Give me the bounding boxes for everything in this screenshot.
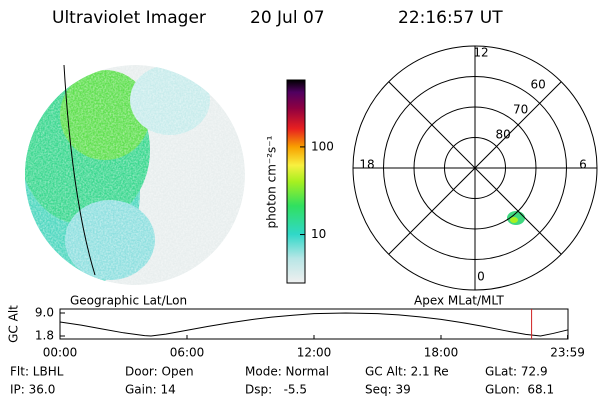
alt-ylabel: GC Alt [7, 305, 21, 343]
terminator [63, 64, 96, 276]
info-field: Flt: LBHL [10, 365, 64, 379]
time: 22:16:57 UT [398, 8, 503, 28]
info-field: Mode: Normal [245, 365, 329, 379]
lat-ring [383, 76, 567, 260]
x-tick-label: 06:00 [170, 346, 205, 360]
x-tick-label: 23:59 [550, 346, 585, 360]
title: Ultraviolet Imager [52, 8, 206, 28]
colorbar-tick-label: 10 [311, 227, 326, 241]
lat-ring [413, 106, 537, 230]
lat-label: 60 [530, 78, 545, 92]
polar-label: Apex MLat/MLT [414, 294, 504, 308]
x-tick-label: 12:00 [297, 346, 332, 360]
x-tick-label: 00:00 [43, 346, 78, 360]
info-field: Seq: 39 [365, 383, 411, 397]
info-field: IP: 36.0 [10, 383, 55, 397]
y-tick-label: 1.8 [35, 329, 54, 343]
uv-image [25, 65, 245, 285]
info-field: GLat: 72.9 [485, 365, 548, 379]
colorbar [287, 80, 305, 283]
info-field: Gain: 14 [125, 383, 176, 397]
aurora-core [510, 217, 518, 223]
y-tick-label: 9.0 [35, 306, 54, 320]
mlt-label: 0 [477, 270, 485, 284]
mlt-label: 12 [473, 46, 488, 60]
colorbar-label: photon cm⁻²s⁻¹ [265, 135, 279, 228]
info-field: GC Alt: 2.1 Re [365, 365, 449, 379]
lat-label: 80 [495, 128, 510, 142]
colorbar-frame [286, 79, 306, 284]
image-label: Geographic Lat/Lon [70, 294, 187, 308]
lat-label: 70 [513, 103, 528, 117]
altitude-line [59, 312, 568, 337]
info-field: Door: Open [125, 365, 194, 379]
date: 20 Jul 07 [250, 8, 325, 28]
info-field: GLon: 68.1 [485, 383, 554, 397]
polar-diagonal [388, 81, 562, 255]
x-tick-label: 18:00 [424, 346, 459, 360]
mlt-label: 18 [359, 158, 374, 172]
info-field: Dsp: -5.5 [245, 383, 307, 397]
colorbar-tick-label: 100 [311, 139, 334, 153]
lat-ring [444, 137, 506, 199]
mlt-label: 6 [579, 158, 587, 172]
